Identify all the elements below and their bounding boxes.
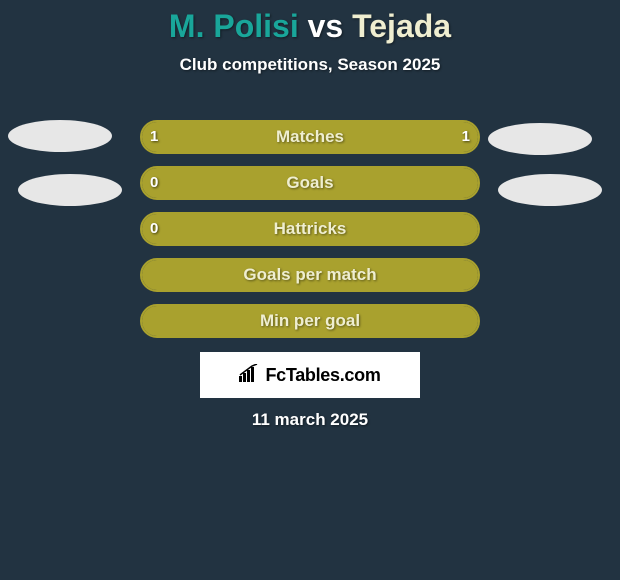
placeholder-ellipse xyxy=(488,123,592,155)
vs-text: vs xyxy=(299,8,352,44)
stat-label: Goals xyxy=(140,166,480,200)
player-right-name: Tejada xyxy=(352,8,451,44)
placeholder-ellipse xyxy=(18,174,122,206)
stat-row: Goals per match xyxy=(0,258,620,292)
stat-row: 0Hattricks xyxy=(0,212,620,246)
player-left-name: M. Polisi xyxy=(169,8,299,44)
stat-label: Goals per match xyxy=(140,258,480,292)
comparison-title: M. Polisi vs Tejada xyxy=(0,0,620,45)
logo-box: FcTables.com xyxy=(200,352,420,398)
stat-label: Hattricks xyxy=(140,212,480,246)
placeholder-ellipse xyxy=(498,174,602,206)
logo-text: FcTables.com xyxy=(265,365,380,386)
infographic-container: M. Polisi vs Tejada Club competitions, S… xyxy=(0,0,620,580)
date-text: 11 march 2025 xyxy=(0,410,620,430)
placeholder-ellipse xyxy=(8,120,112,152)
stat-label: Min per goal xyxy=(140,304,480,338)
subtitle: Club competitions, Season 2025 xyxy=(0,55,620,75)
stat-row: Min per goal xyxy=(0,304,620,338)
logo-chart-icon xyxy=(239,364,261,387)
stat-label: Matches xyxy=(140,120,480,154)
